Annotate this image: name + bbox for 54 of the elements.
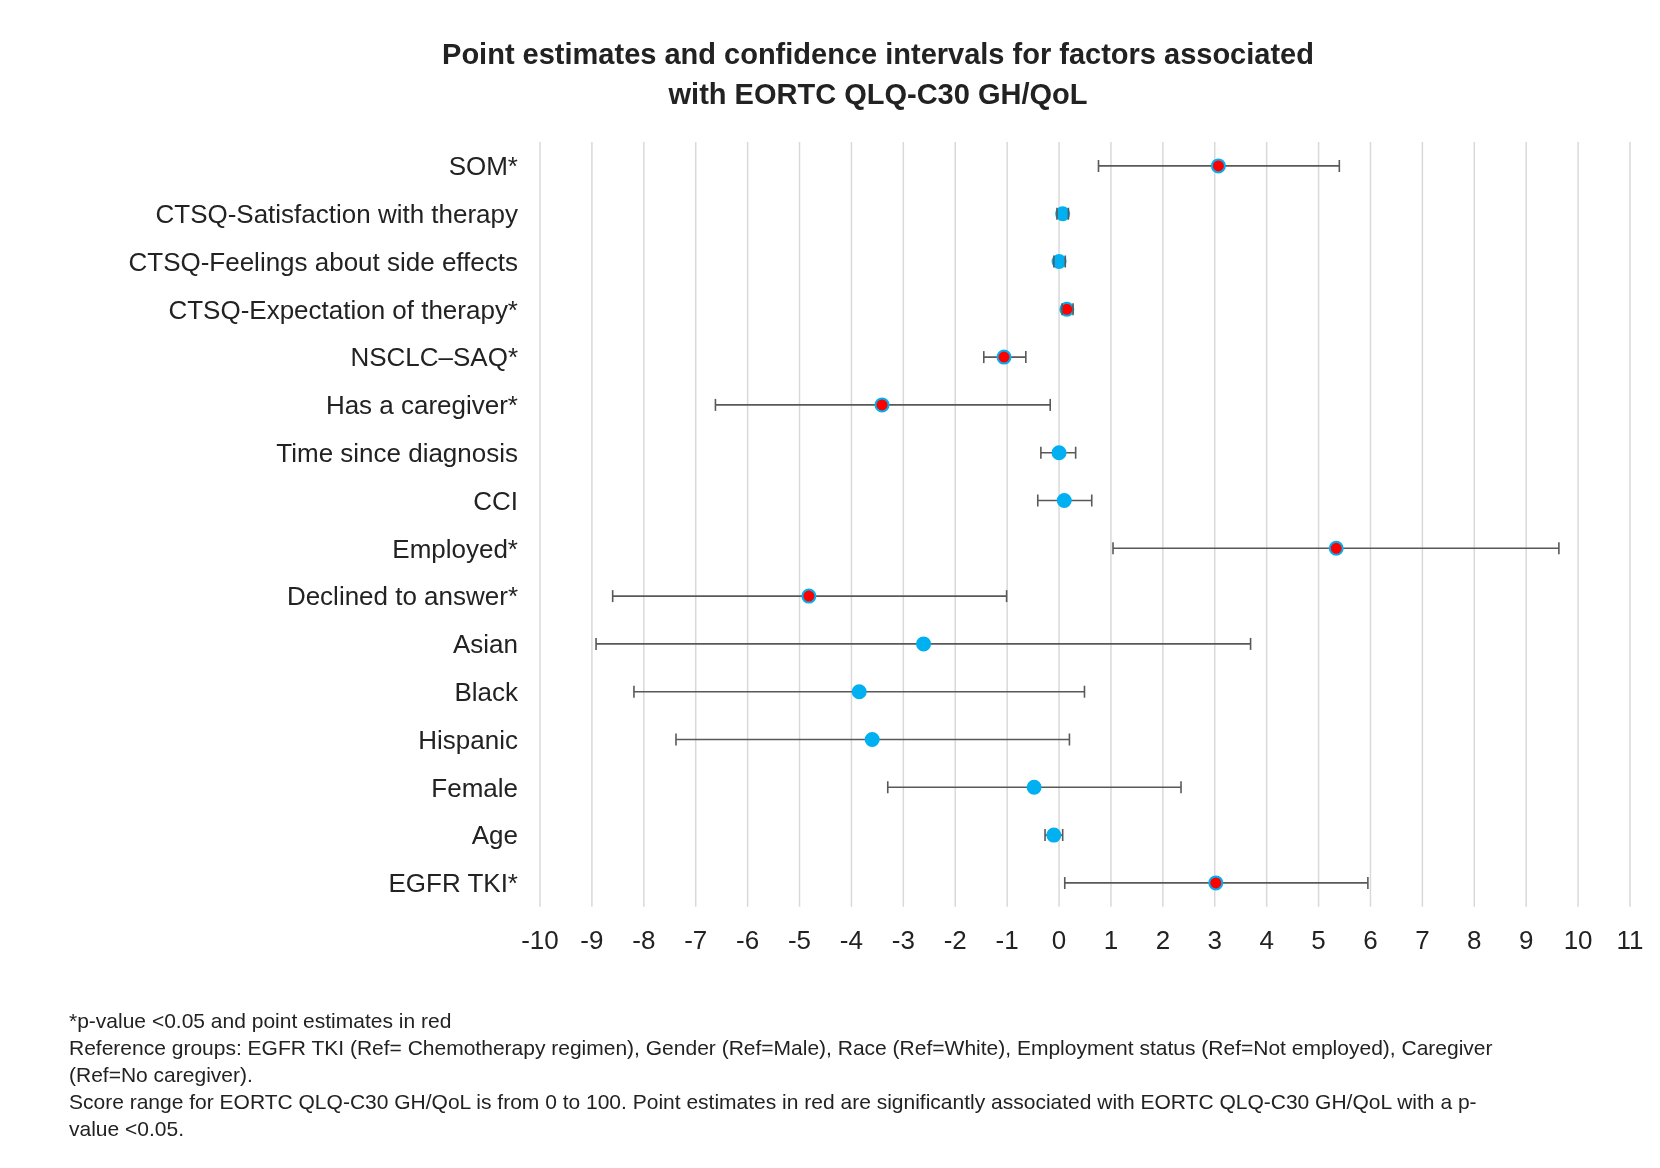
x-tick-label: 8 <box>1467 925 1482 956</box>
x-tick-label: 9 <box>1518 925 1534 956</box>
point <box>1056 493 1072 508</box>
y-tick-label: Age <box>471 820 518 851</box>
point <box>1051 445 1067 461</box>
x-tick-label: 2 <box>1155 925 1171 956</box>
text: *p-value <0.05 and point estimates in red <box>69 1007 453 1034</box>
x-tick-label: 7 <box>1415 925 1430 956</box>
x-tick-label: 3 <box>1207 925 1222 956</box>
point <box>1208 875 1224 891</box>
chart-title: Point estimates and confidence intervals for factors associated with EORTC QLQ-C30 GH/QoL <box>441 37 1315 112</box>
x-tick-label: 10 <box>1563 925 1593 956</box>
x-tick-label: -3 <box>891 925 915 956</box>
x-tick-label: -6 <box>736 925 760 956</box>
x-tick-label: -5 <box>787 925 812 956</box>
x-tick-label: -8 <box>632 925 656 956</box>
x-tick-label: 6 <box>1363 925 1378 956</box>
y-tick-label: Black <box>454 676 519 707</box>
x-tick-label: 4 <box>1259 925 1274 956</box>
x-tick-label: 0 <box>1051 925 1067 956</box>
point <box>864 732 880 747</box>
point <box>1328 540 1344 556</box>
point <box>1210 158 1226 174</box>
y-tick-label: Has a caregiver* <box>325 390 518 421</box>
x-tick-label: -7 <box>684 925 708 956</box>
point <box>916 636 932 652</box>
point <box>801 588 817 604</box>
point <box>1026 779 1042 795</box>
point <box>874 397 890 413</box>
x-tick-label: 1 <box>1103 925 1119 956</box>
y-tick-label: Employed* <box>392 533 518 564</box>
text: Score range for EORTC QLQ-C30 GH/QoL is from 0 to 100. Point estimates in red are significantly associated with EORTC QLQ-C30 GH/QoL with a p-value <0.05. <box>69 1088 1478 1142</box>
point <box>851 684 867 700</box>
y-tick-label: CTSQ-Expectation of therapy* <box>168 294 518 325</box>
x-tick-label: -1 <box>995 925 1019 956</box>
y-tick-label: CTSQ-Satisfaction with therapy <box>155 198 518 229</box>
y-tick-label: SOM* <box>448 151 518 182</box>
y-tick-label: Time since diagnosis <box>276 437 518 468</box>
y-tick-label: Declined to answer* <box>286 581 518 612</box>
x-tick-label: -4 <box>839 925 863 956</box>
y-tick-label: NSCLC–SAQ* <box>350 342 518 373</box>
y-tick-label: Hispanic <box>418 724 518 755</box>
y-tick-label: Female <box>431 772 518 803</box>
x-tick-label: -10 <box>521 925 559 956</box>
x-tick-label: -9 <box>580 925 604 956</box>
point <box>996 349 1012 365</box>
y-tick-label: EGFR TKI* <box>388 868 518 899</box>
x-tick-label: -2 <box>943 925 967 956</box>
x-tick-label: 5 <box>1311 925 1326 956</box>
y-tick-label: CCI <box>473 485 518 516</box>
y-tick-label: Asian <box>453 629 518 660</box>
y-tick-label: CTSQ-Feelings about side effects <box>128 246 518 277</box>
x-tick-label: 11 <box>1616 925 1644 956</box>
text: Reference groups: EGFR TKI (Ref= Chemotherapy regimen), Gender (Ref=Male), Race (Ref=White), Employment status (Ref=Not employed), Caregiver (Ref=No caregiver). <box>69 1034 1494 1088</box>
